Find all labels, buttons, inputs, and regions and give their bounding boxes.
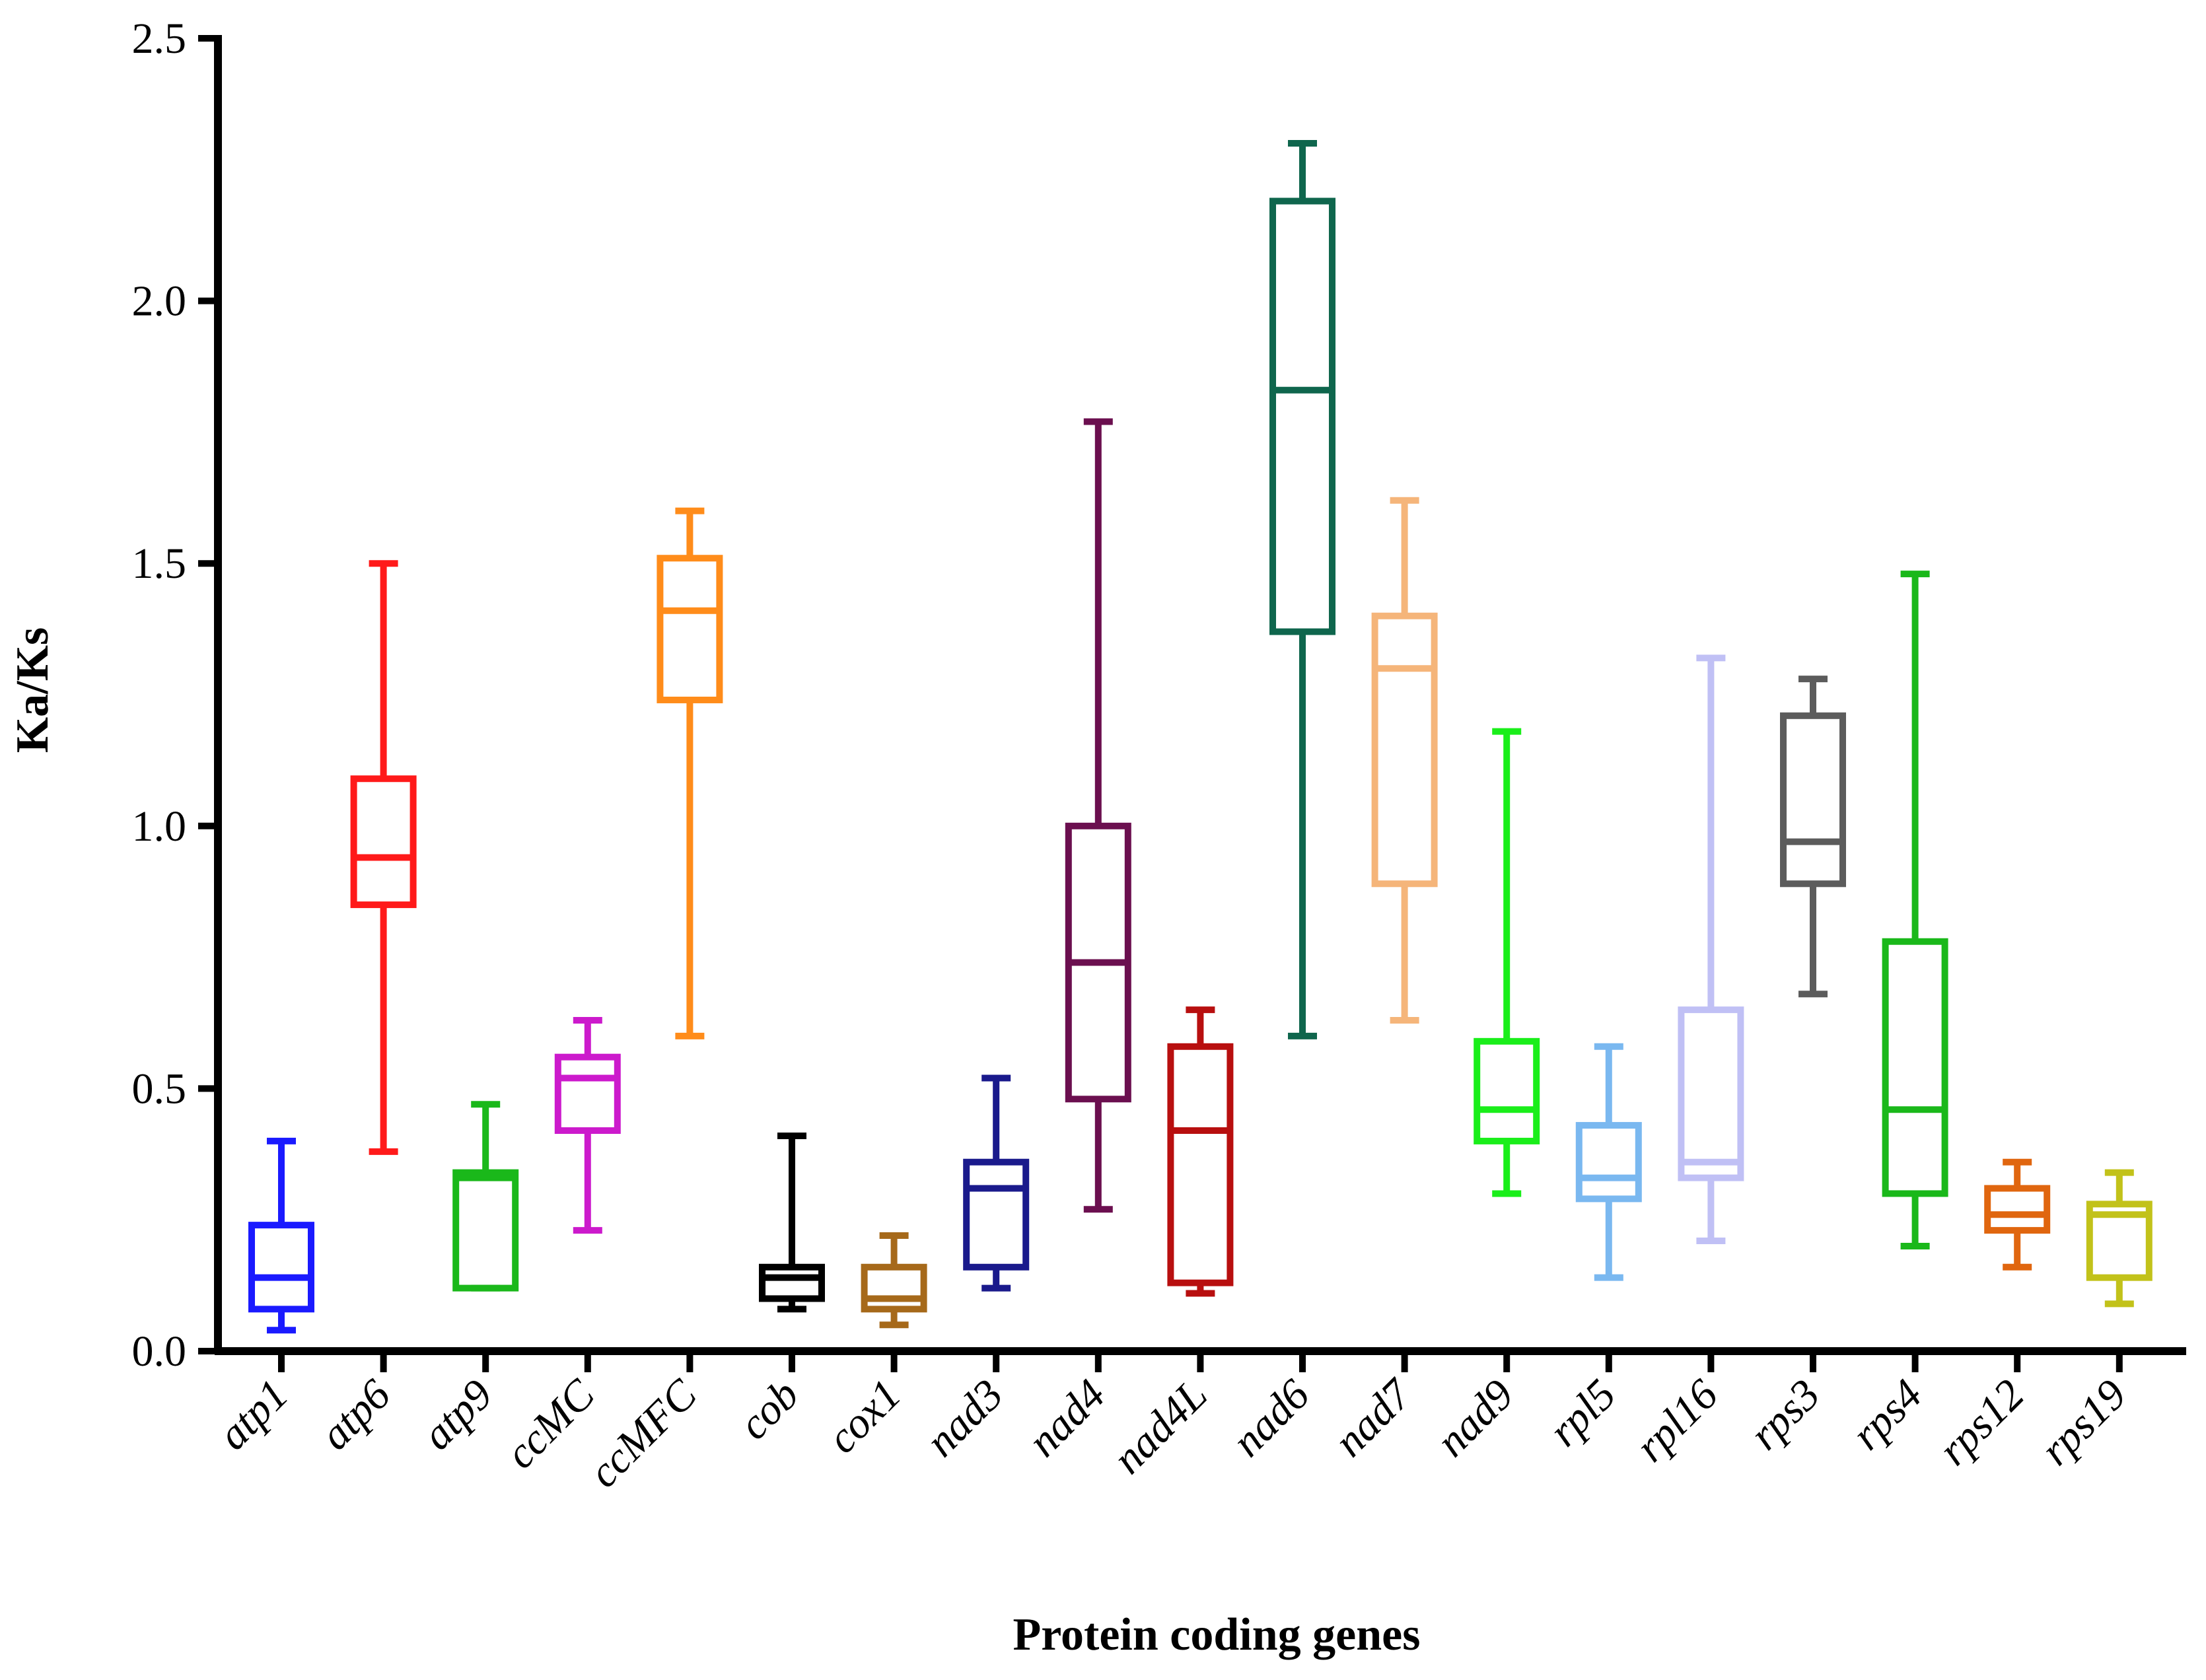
box-cox1 [861,1232,927,1329]
x-tick-label-rps19: rps19 [2031,1370,2135,1475]
iqr-box [1575,1122,1642,1203]
box-atp1 [248,1137,314,1334]
x-tick-label-rpl5: rpl5 [1540,1370,1625,1455]
box-nad3 [963,1074,1030,1292]
x-tick-label-rpl16: rpl16 [1626,1370,1727,1471]
box-rps19 [2086,1169,2153,1308]
box-rps12 [1984,1158,2051,1271]
box-nad4 [1065,418,1131,1213]
y-axis-title: Ka/Ks [7,627,58,753]
x-tick-label-rps4: rps4 [1843,1370,1932,1459]
iqr-box [1371,612,1438,888]
x-tick-label-ccMFC: ccMFC [579,1370,706,1496]
x-tick-label-cob: cob [730,1370,808,1449]
y-tick-label: 1.5 [132,540,187,588]
y-axis: 0.0 0.5 1.0 1.5 2.0 2.5 [132,15,222,1376]
x-tick-label-nad6: nad6 [1223,1370,1319,1466]
y-tick-label: 1.0 [132,802,187,851]
plot-area [248,140,2153,1334]
x-tick-label-nad9: nad9 [1427,1370,1523,1466]
iqr-box [1678,1006,1744,1181]
y-tick-label: 0.5 [132,1065,187,1113]
y-tick-label: 2.5 [132,15,187,63]
box-nad9 [1474,728,1540,1197]
x-tick-label-nad4L: nad4L [1104,1370,1217,1483]
iqr-box [1474,1037,1540,1144]
box-atp6 [350,560,417,1155]
box-nad7 [1371,497,1438,1024]
x-tick-label-atp9: atp9 [413,1370,502,1459]
x-tick-label-rps12: rps12 [1929,1370,2034,1475]
iqr-box [452,1169,519,1292]
iqr-box [657,555,723,703]
iqr-box [248,1222,314,1313]
box-rpl16 [1678,654,1744,1245]
x-axis-title: Protein coding genes [1013,1609,1420,1660]
box-rps4 [1882,571,1948,1249]
box-nad4L [1167,1006,1234,1297]
iqr-box [963,1158,1030,1271]
box-ccMFC [657,507,723,1039]
iqr-box [1780,712,1846,888]
iqr-box [554,1053,621,1135]
iqr-box [1882,938,1948,1197]
x-tick-label-rps3: rps3 [1740,1370,1830,1459]
box-rpl5 [1575,1043,1642,1281]
x-tick-label-atp1: atp1 [209,1370,298,1459]
iqr-box [350,775,417,909]
x-tick-label-nad4: nad4 [1018,1370,1114,1466]
iqr-box [1269,197,1335,635]
iqr-box [861,1263,927,1313]
x-tick-label-nad3: nad3 [917,1370,1013,1466]
iqr-box [759,1263,825,1302]
y-tick-label: 2.0 [132,277,187,326]
box-atp9 [452,1101,519,1292]
iqr-box [1984,1185,2051,1234]
iqr-box [1167,1043,1234,1286]
x-tick-label-cox1: cox1 [818,1370,910,1463]
iqr-box [2086,1201,2153,1281]
x-tick-label-nad7: nad7 [1325,1369,1422,1466]
x-tick-label-atp6: atp6 [311,1370,400,1459]
box-nad6 [1269,140,1335,1039]
y-tick-label: 0.0 [132,1327,187,1376]
box-rps3 [1780,676,1846,998]
box-cob [759,1132,825,1313]
box-ccMC [554,1017,621,1234]
